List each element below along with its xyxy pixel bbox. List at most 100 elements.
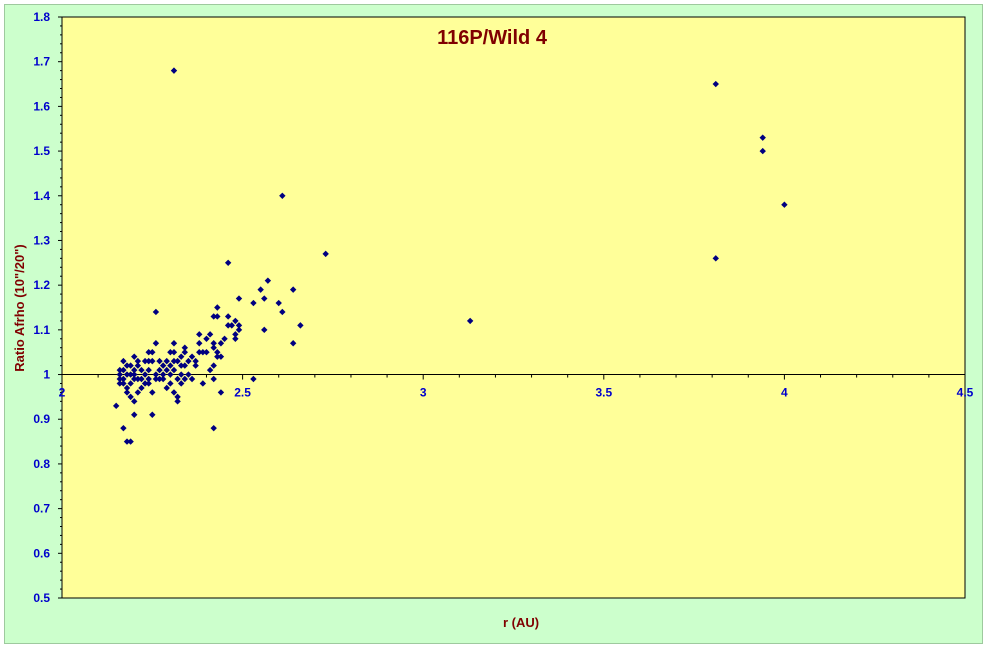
- data-point: [217, 389, 225, 396]
- data-point: [196, 331, 203, 338]
- data-point: [322, 250, 329, 258]
- y-tick-label: 1.5: [33, 144, 50, 158]
- data-point: [174, 393, 181, 401]
- data-point: [250, 299, 257, 307]
- data-point: [152, 308, 160, 316]
- data-point: [177, 380, 185, 387]
- data-point: [127, 380, 134, 387]
- data-point: [156, 375, 163, 383]
- data-point: [275, 299, 282, 307]
- data-point: [116, 366, 123, 374]
- data-point: [185, 371, 192, 378]
- plot-area: [61, 16, 966, 599]
- y-tick-label: 0.5: [33, 591, 50, 605]
- data-point: [159, 371, 167, 378]
- data-point: [781, 201, 788, 208]
- chart-title: 116P/Wild 4: [437, 27, 548, 49]
- y-tick-label: 0.6: [33, 546, 50, 560]
- data-point: [149, 357, 156, 365]
- data-point: [131, 411, 138, 418]
- data-point: [185, 357, 192, 365]
- data-point: [206, 331, 214, 338]
- data-point: [120, 375, 127, 383]
- data-point: [170, 67, 178, 74]
- data-point: [174, 398, 181, 405]
- data-point: [224, 322, 232, 329]
- data-point: [120, 380, 127, 387]
- x-tick-label: 2.5: [234, 386, 251, 400]
- data-point: [228, 322, 235, 329]
- data-point: [177, 362, 185, 369]
- data-point: [192, 362, 199, 369]
- data-point: [210, 313, 217, 320]
- data-point: [206, 366, 214, 374]
- data-point: [141, 357, 149, 365]
- data-point: [170, 366, 178, 374]
- data-point: [123, 384, 131, 392]
- data-point: [163, 384, 170, 392]
- data-point: [112, 402, 120, 410]
- data-point: [177, 353, 185, 360]
- x-axis: 2 2.5 3 3.5 4 4.5: [59, 374, 974, 400]
- data-point: [131, 353, 138, 360]
- data-point: [466, 317, 474, 325]
- y-tick-label: 1: [43, 368, 50, 382]
- data-point: [210, 340, 217, 347]
- data-points: [112, 67, 788, 445]
- x-tick-label: 4.5: [957, 386, 974, 400]
- y-axis-label: Ratio Afrho (10"/20"): [12, 244, 27, 371]
- data-point: [196, 348, 203, 356]
- data-point: [134, 362, 142, 369]
- y-tick-label: 1.6: [33, 99, 50, 113]
- data-point: [127, 393, 134, 401]
- data-point: [217, 340, 225, 347]
- y-tick-label: 1.4: [33, 189, 50, 203]
- y-tick-label: 1.8: [33, 10, 50, 24]
- data-point: [261, 326, 268, 334]
- data-point: [141, 371, 149, 378]
- x-axis-label: r (AU): [503, 615, 539, 630]
- data-point: [127, 371, 134, 378]
- data-point: [174, 357, 181, 365]
- data-point: [167, 371, 174, 378]
- data-point: [188, 375, 196, 383]
- data-point: [214, 304, 221, 311]
- data-point: [170, 340, 178, 347]
- data-point: [134, 375, 142, 383]
- data-point: [138, 384, 145, 392]
- data-point: [214, 353, 221, 360]
- data-point: [232, 335, 239, 342]
- x-tick-label: 2: [59, 386, 66, 400]
- y-tick-label: 1.7: [33, 55, 50, 69]
- data-point: [138, 366, 145, 374]
- data-point: [177, 371, 185, 378]
- data-point: [149, 348, 156, 356]
- data-point: [192, 357, 199, 365]
- data-point: [235, 295, 243, 302]
- data-point: [217, 353, 225, 360]
- data-point: [131, 375, 138, 383]
- data-point: [167, 348, 174, 356]
- data-point: [297, 322, 304, 329]
- data-point: [152, 340, 160, 347]
- data-point: [134, 357, 142, 365]
- x-tick-label: 3: [420, 386, 427, 400]
- data-point: [145, 366, 152, 374]
- data-point: [145, 375, 152, 383]
- data-point: [210, 424, 217, 432]
- x-tick-label: 4: [781, 386, 788, 400]
- data-point: [127, 362, 134, 369]
- data-point: [235, 322, 243, 329]
- data-point: [131, 366, 138, 374]
- data-point: [210, 375, 217, 383]
- data-point: [116, 371, 123, 378]
- data-point: [199, 380, 207, 387]
- data-point: [156, 357, 163, 365]
- data-point: [210, 344, 217, 351]
- data-point: [279, 192, 286, 199]
- data-point: [123, 362, 131, 369]
- data-point: [159, 362, 167, 369]
- data-point: [145, 380, 152, 387]
- data-point: [170, 348, 178, 356]
- data-point: [170, 389, 178, 396]
